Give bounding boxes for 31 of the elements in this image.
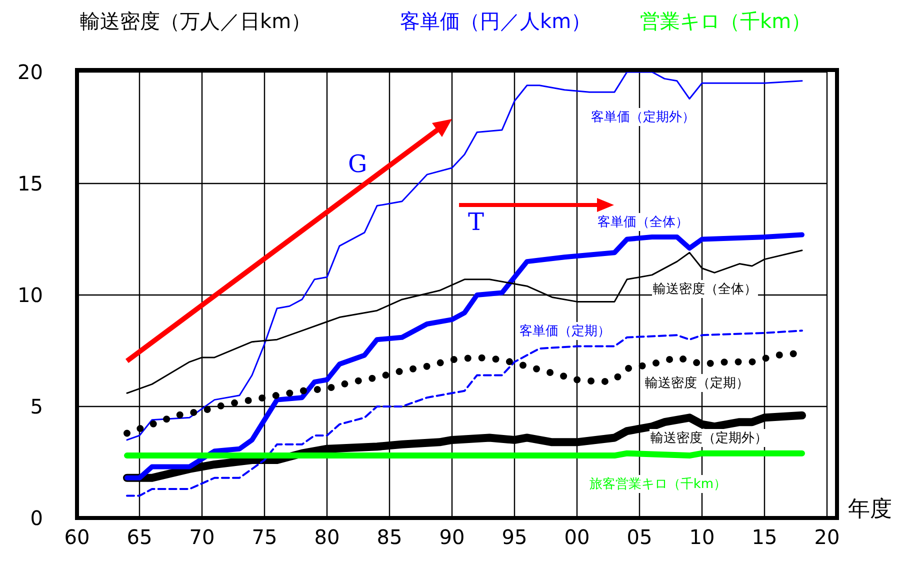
text: 営業キロ（千km） xyxy=(640,8,812,35)
x-tick-label: 60 xyxy=(64,525,90,550)
x-tick-label: 65 xyxy=(126,525,152,550)
y-tick-label: 20 xyxy=(18,60,43,84)
series-label: 客単価（全体） xyxy=(596,213,690,231)
x-tick-label: 75 xyxy=(252,525,278,550)
x-tick-label: 90 xyxy=(439,525,465,550)
series-label: 輸送密度（定期） xyxy=(644,374,750,392)
y-tick-label: 15 xyxy=(18,172,43,196)
series-label: 旅客営業キロ（千km） xyxy=(588,475,728,493)
series-label: 輸送密度（定期外） xyxy=(650,429,768,447)
x-tick-label: 15 xyxy=(752,525,778,550)
text: 客単価（円／人km） xyxy=(400,8,592,35)
series-label: 客単価（定期外） xyxy=(590,108,696,126)
x-tick-label: 00 xyxy=(564,525,590,550)
x-tick-label: 80 xyxy=(314,525,340,550)
x-tick-label: 05 xyxy=(626,525,652,550)
x-tick-label: 95 xyxy=(502,525,528,550)
series-label: 客単価（定期） xyxy=(518,322,612,340)
x-tick-label: 85 xyxy=(376,525,402,550)
series-label: 輸送密度（全体） xyxy=(652,280,758,298)
y-tick-label: 5 xyxy=(30,394,43,419)
x-tick-label: 20 xyxy=(814,525,840,550)
annotation: G xyxy=(348,150,368,178)
x-axis-title: 年度 xyxy=(848,496,892,524)
y-tick-label: 10 xyxy=(18,283,43,308)
x-tick-label: 70 xyxy=(189,525,215,550)
y-tick-label: 0 xyxy=(30,506,43,530)
x-tick-label: 10 xyxy=(689,525,715,550)
y-axis-title: 輸送密度（万人／日km） xyxy=(80,8,312,35)
annotation: T xyxy=(468,208,484,236)
